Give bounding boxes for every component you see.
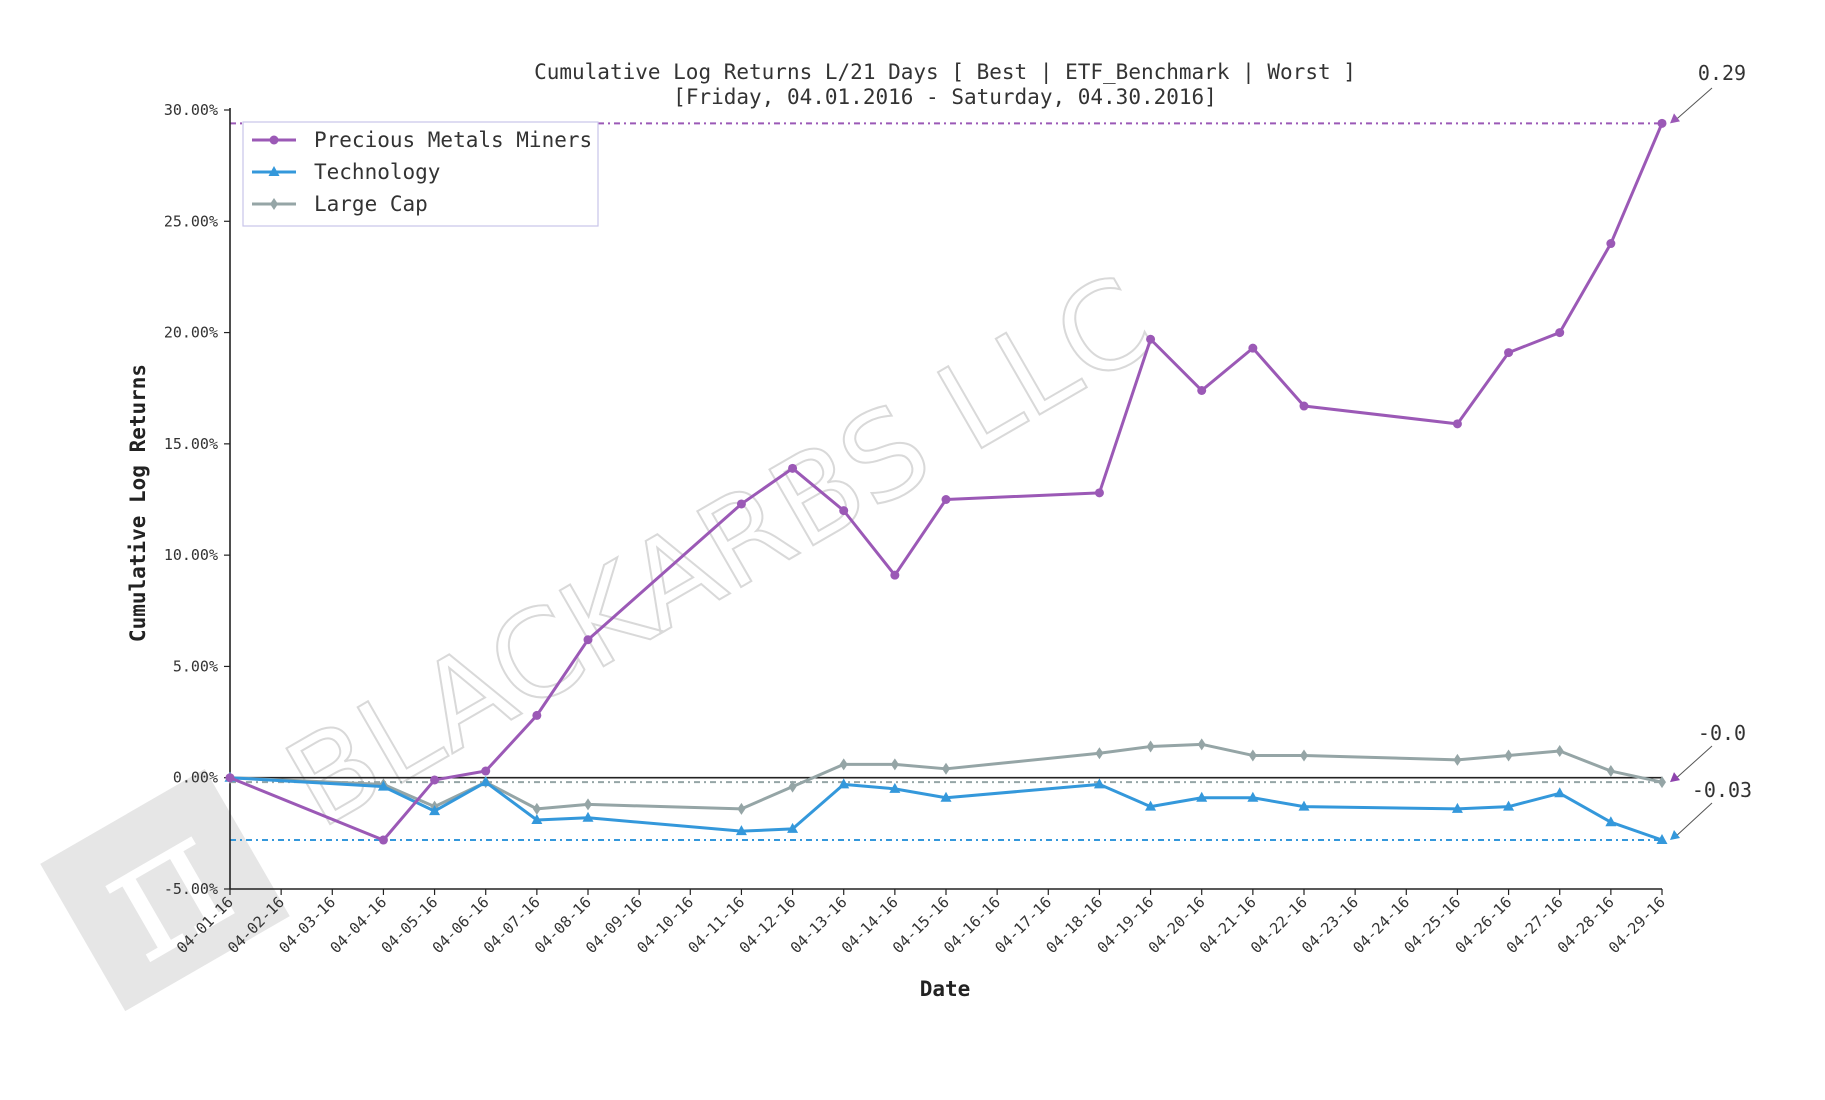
y-tick-label: 5.00%: [173, 657, 218, 675]
y-tick-label: 30.00%: [164, 101, 218, 119]
data-point: [269, 135, 279, 145]
annotation-label: -0.03: [1692, 778, 1752, 802]
data-point: [1453, 753, 1462, 766]
data-point: [480, 776, 492, 787]
data-point: [1452, 419, 1462, 429]
data-point: [1555, 328, 1565, 338]
data-point: [1606, 239, 1616, 249]
data-point: [940, 791, 952, 802]
data-point: [1094, 488, 1104, 498]
legend-label: Precious Metals Miners: [314, 128, 592, 152]
data-point: [1145, 800, 1157, 811]
annotation-label: -0.0: [1698, 721, 1746, 745]
data-point: [787, 822, 799, 833]
data-point: [1554, 787, 1566, 798]
data-point: [890, 758, 899, 771]
data-point: [890, 570, 900, 580]
series-layer: [224, 118, 1668, 845]
data-point: [1606, 765, 1615, 778]
data-point: [1196, 791, 1208, 802]
series-precious-metals-miners: [225, 118, 1667, 845]
data-point: [1503, 800, 1515, 811]
data-point: [1093, 778, 1105, 789]
data-point: [429, 805, 441, 816]
data-point: [839, 758, 848, 771]
data-point: [1299, 401, 1309, 411]
data-point: [1555, 745, 1564, 758]
data-point: [225, 773, 235, 783]
data-point: [481, 766, 491, 776]
y-tick-label: 20.00%: [164, 324, 218, 342]
y-tick-label: 10.00%: [164, 546, 218, 564]
data-point: [1504, 749, 1513, 762]
data-point: [377, 780, 389, 791]
data-point: [531, 814, 543, 825]
series-technology: [224, 771, 1668, 845]
y-axis-label: Cumulative Log Returns: [126, 364, 150, 642]
data-point: [532, 710, 542, 720]
data-point: [582, 811, 594, 822]
data-point: [788, 463, 798, 473]
y-tick-label: 0.00%: [173, 769, 218, 787]
legend-box: [242, 121, 599, 227]
annotation-arrowhead: [1670, 772, 1680, 783]
annotation-leader: [1673, 87, 1713, 122]
legend-label: Technology: [314, 160, 440, 184]
data-point: [1146, 740, 1155, 753]
y-tick-label: 15.00%: [164, 435, 218, 453]
reference-lines: [230, 122, 1662, 842]
legend: Precious Metals Miners Technology Large Ca…: [242, 121, 599, 227]
annotation-arrowhead: [1670, 113, 1680, 124]
annotation-label: 0.29: [1698, 61, 1746, 85]
data-point: [1656, 834, 1668, 845]
data-point: [430, 775, 440, 785]
y-tick-label: -5.00%: [164, 880, 218, 898]
data-point: [268, 166, 280, 176]
data-point: [736, 499, 746, 509]
data-point: [1197, 738, 1206, 751]
watermark-logo-box: [40, 768, 290, 1012]
chart-title: Cumulative Log Returns L/21 Days [ Best …: [534, 60, 1356, 85]
data-point: [1451, 802, 1463, 813]
data-point: [838, 778, 850, 789]
watermark-text: BLACKARBS LLC: [265, 250, 1174, 855]
data-point: [1095, 747, 1104, 760]
x-axis-label: Date: [920, 977, 971, 1001]
data-point: [1300, 749, 1308, 762]
data-point: [942, 762, 950, 775]
data-point: [1248, 749, 1257, 762]
data-point: [1658, 776, 1666, 789]
x-tick-label: 04-29-16: [1605, 893, 1669, 957]
annotations: 0.29 -0.0 -0.03: [1670, 61, 1752, 841]
data-point: [583, 635, 593, 645]
data-point: [839, 506, 849, 516]
legend-label: Large Cap: [314, 192, 428, 216]
data-point: [270, 198, 278, 210]
data-point: [1247, 791, 1259, 802]
data-point: [1146, 334, 1156, 344]
annotation-leader: [1673, 802, 1713, 839]
data-point: [1504, 348, 1514, 358]
data-point: [584, 798, 592, 811]
data-point: [378, 835, 388, 845]
data-point: [1605, 816, 1617, 827]
data-point: [788, 780, 797, 793]
data-point: [1298, 800, 1310, 811]
data-point: [1657, 118, 1667, 128]
data-point: [889, 782, 901, 793]
data-point: [1197, 385, 1207, 395]
annotation-leader: [1673, 745, 1713, 781]
annotation-arrowhead: [1670, 830, 1680, 841]
chart-subtitle: [Friday, 04.01.2016 - Saturday, 04.30.20…: [673, 85, 1217, 109]
data-point: [941, 495, 951, 504]
axes: -5.00% 0.00% 5.00% 10.00% 15.00% 20.00% 25.00%…: [164, 101, 1669, 957]
data-point: [737, 802, 746, 815]
y-tick-label: 25.00%: [164, 212, 218, 230]
data-point: [735, 825, 747, 836]
data-point: [532, 802, 541, 815]
data-point: [1248, 343, 1258, 353]
